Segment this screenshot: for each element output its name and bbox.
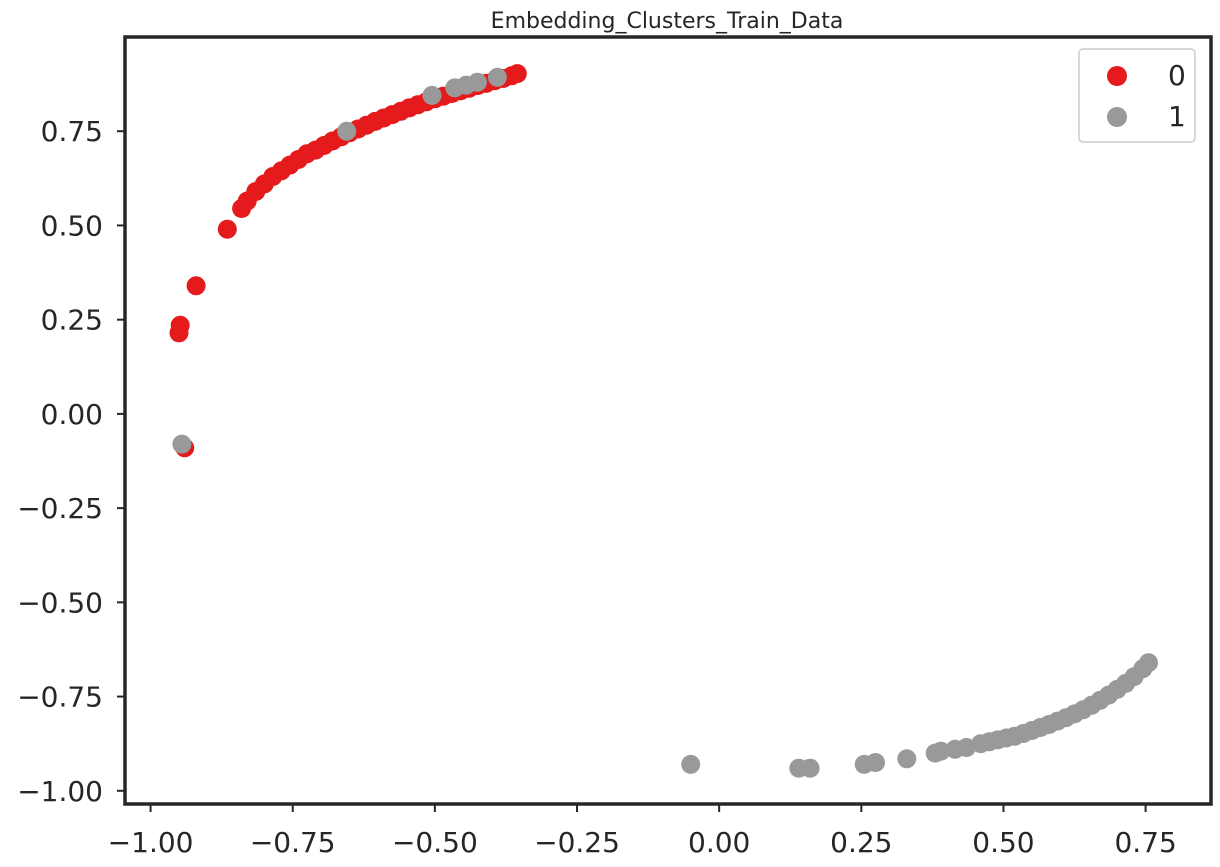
point-series-0-2 <box>170 315 190 335</box>
x-axis-ticks: −1.00 −0.75 −0.50 −0.25 0.00 0.25 0.50 0.75 <box>108 804 1177 859</box>
point-series-0-3 <box>186 276 206 296</box>
x-tick-label-3: −0.25 <box>534 826 620 859</box>
point-series-1-5 <box>468 72 487 92</box>
legend-label-series-0: 0 <box>1168 59 1186 92</box>
y-tick-label-6: 0.50 <box>41 209 103 242</box>
point-series-1-9 <box>800 758 820 778</box>
legend-marker-series-1 <box>1107 107 1127 127</box>
y-tick-label-0: −1.00 <box>17 775 103 808</box>
point-series-1-0 <box>172 434 192 454</box>
point-series-1-7 <box>681 754 701 774</box>
legend-marker-series-0 <box>1107 66 1127 86</box>
point-series-1-12 <box>897 749 917 769</box>
point-series-1-14 <box>931 741 951 761</box>
point-series-1-1 <box>337 121 357 141</box>
chart-title: Embedding_Clusters_Train_Data <box>491 9 844 34</box>
points-layer <box>169 64 1158 778</box>
y-tick-label-4: 0.00 <box>41 398 103 431</box>
x-tick-label-2: −0.50 <box>392 826 478 859</box>
point-series-1-2 <box>422 85 442 105</box>
y-tick-label-1: −0.75 <box>17 681 103 714</box>
x-tick-label-4: 0.00 <box>688 826 750 859</box>
point-series-0-38 <box>507 64 527 84</box>
x-tick-label-5: 0.25 <box>830 826 892 859</box>
point-series-1-37 <box>1139 653 1158 673</box>
x-tick-label-1: −0.75 <box>250 826 336 859</box>
point-series-1-11 <box>866 753 885 772</box>
y-axis-ticks: −1.00 −0.75 −0.50 −0.25 0.00 0.25 0.50 0.75 <box>17 115 125 808</box>
y-tick-label-5: 0.25 <box>41 304 103 337</box>
legend: 0 1 <box>1078 48 1196 143</box>
legend-label-series-1: 1 <box>1168 100 1186 133</box>
point-series-1-6 <box>487 67 507 87</box>
x-tick-label-0: −1.00 <box>108 826 194 859</box>
y-tick-label-7: 0.75 <box>41 115 103 148</box>
plot-frame <box>123 35 1213 806</box>
point-series-0-4 <box>217 219 237 239</box>
y-tick-label-3: −0.25 <box>17 492 103 525</box>
x-tick-label-6: 0.50 <box>972 826 1034 859</box>
y-tick-label-2: −0.50 <box>17 586 103 619</box>
x-tick-label-7: 0.75 <box>1114 826 1176 859</box>
